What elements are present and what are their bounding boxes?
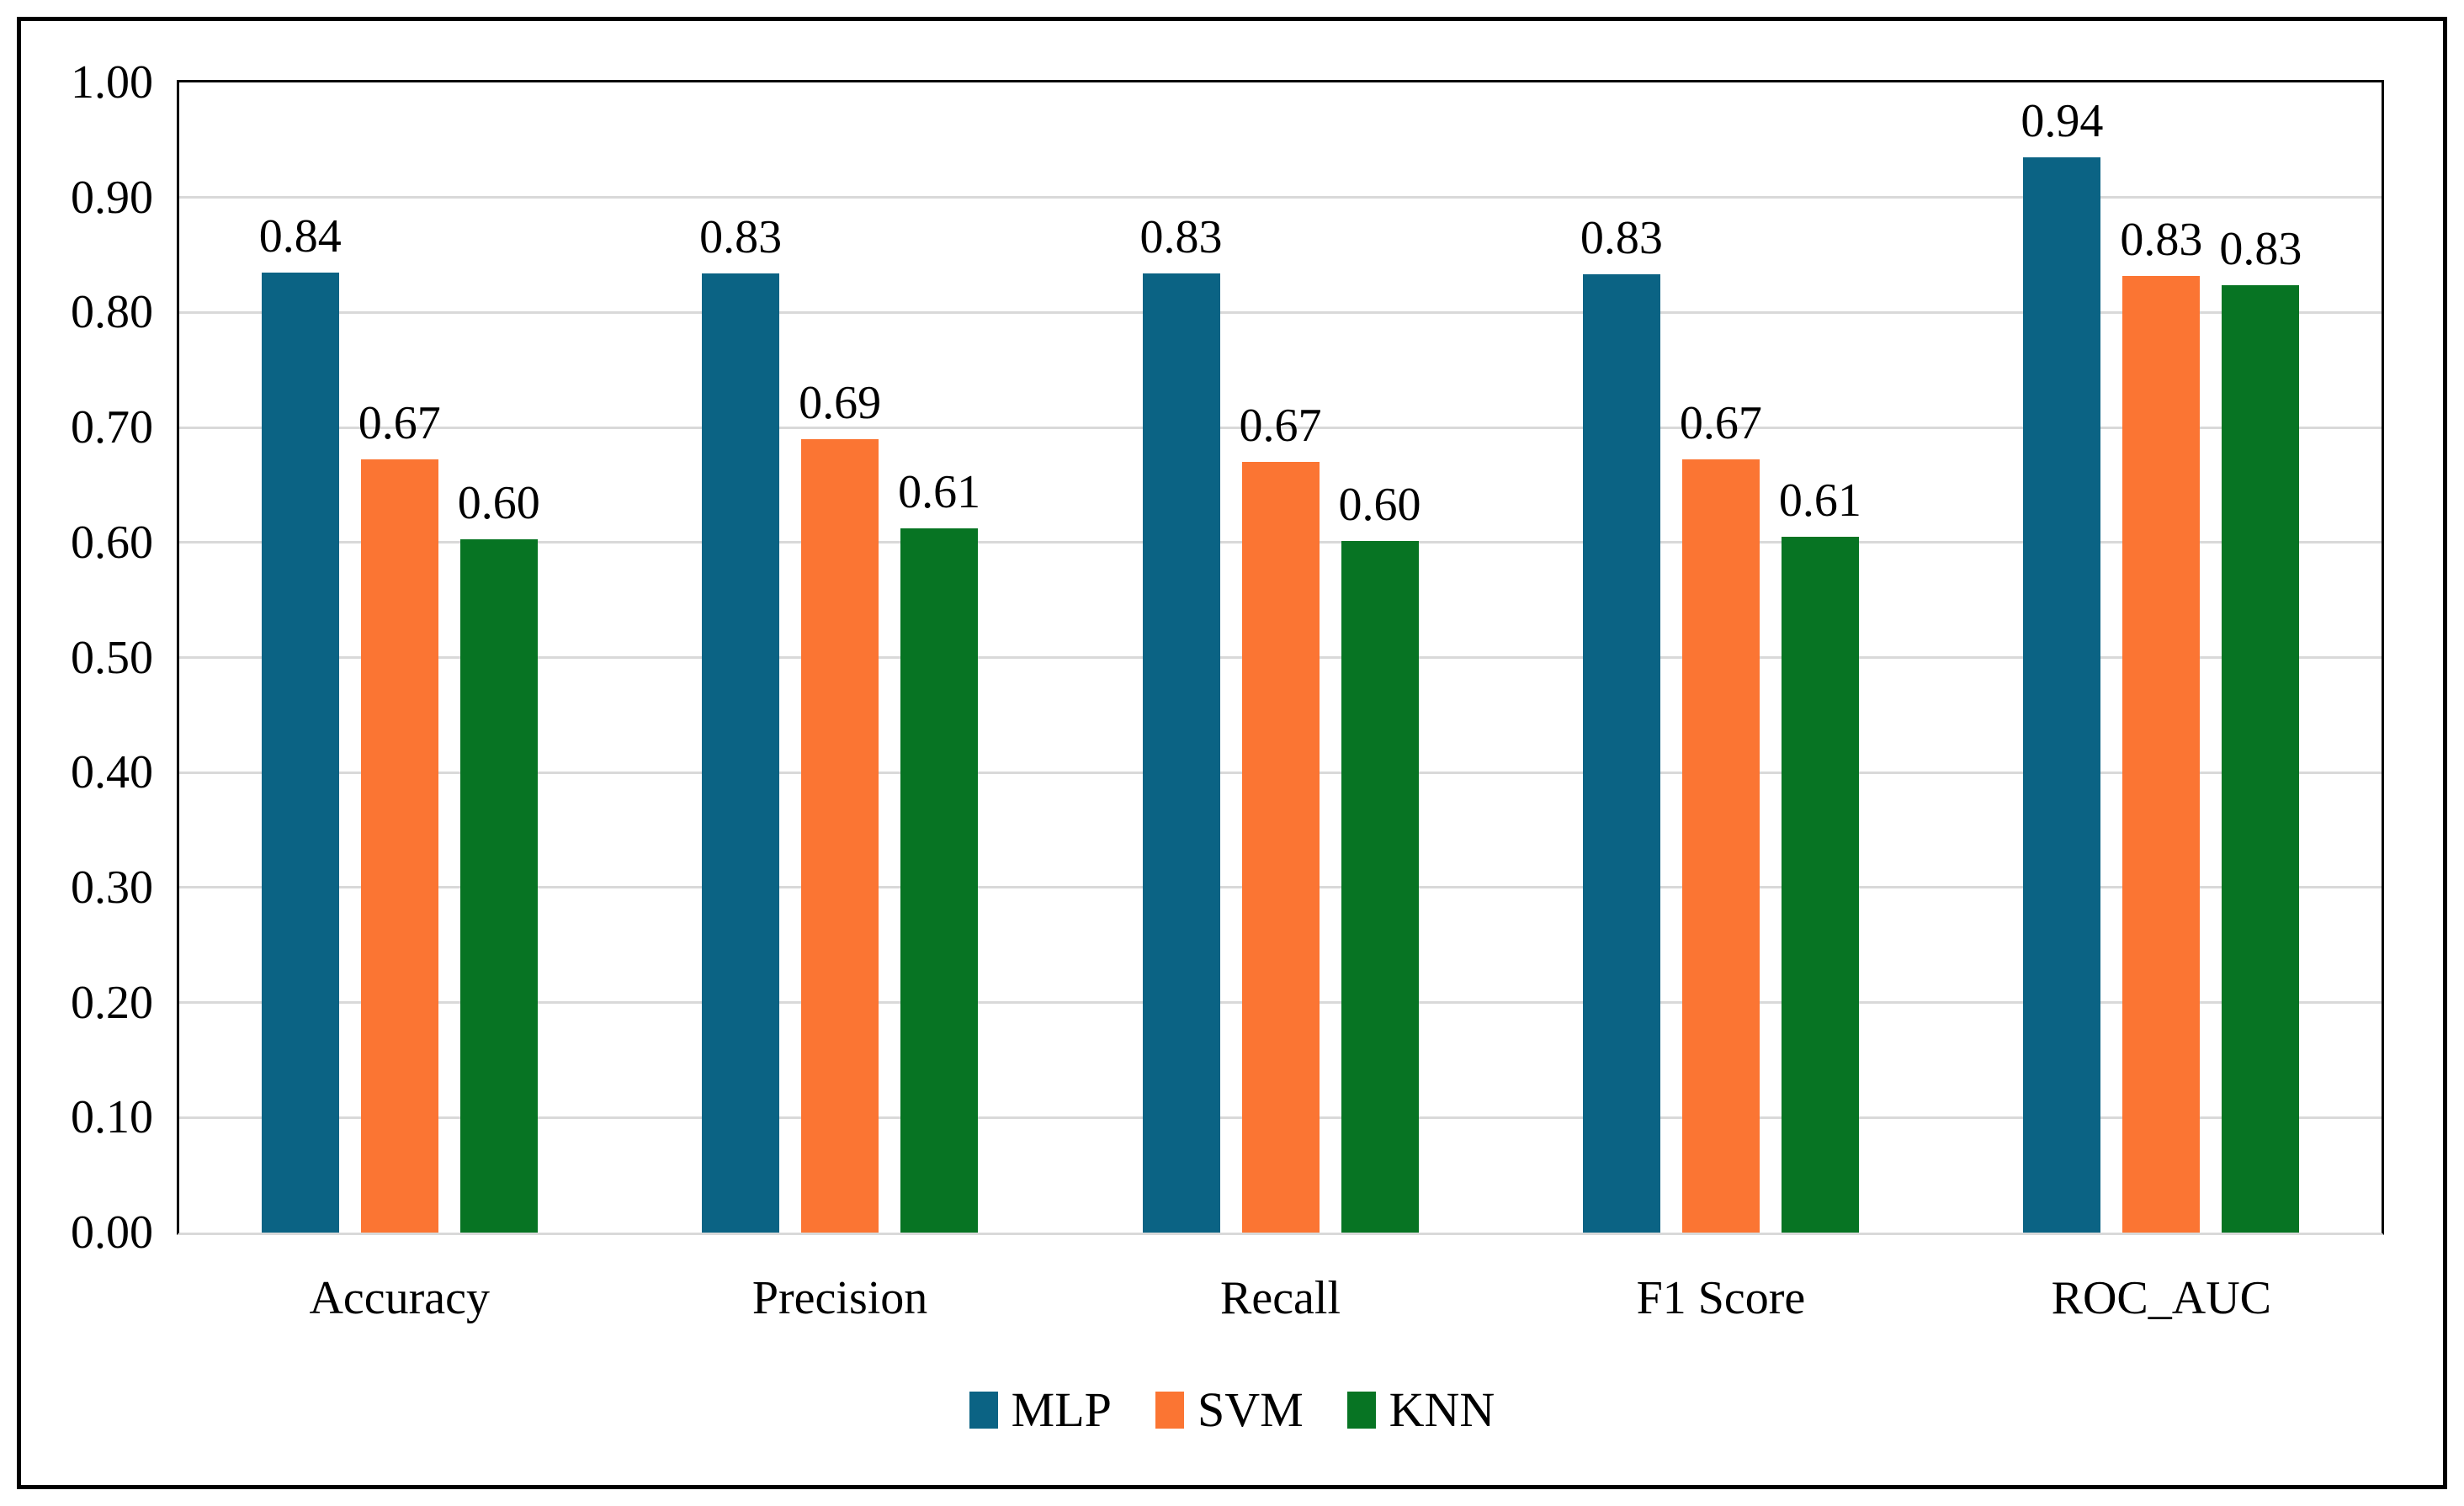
y-tick-label: 0.10 bbox=[71, 1091, 153, 1144]
y-tick-label: 1.00 bbox=[71, 56, 153, 109]
legend: MLP SVM KNN bbox=[0, 1381, 2464, 1439]
category-label-roc-auc: ROC_AUC bbox=[2051, 1272, 2272, 1324]
bar-svm-2: 0.67 bbox=[1240, 400, 1322, 1233]
category-label-precision: Precision bbox=[751, 1272, 928, 1324]
bar-group-roc-auc: 0.94 0.83 0.83 bbox=[1941, 82, 2382, 1233]
bar-knn-1: 0.61 bbox=[898, 466, 980, 1233]
y-tick-label: 0.70 bbox=[71, 401, 153, 454]
bar-rect-svm bbox=[801, 439, 879, 1233]
bar-rect-mlp bbox=[1582, 274, 1660, 1233]
bar-value-label: 0.69 bbox=[799, 377, 882, 429]
bar-knn-2: 0.60 bbox=[1339, 479, 1421, 1233]
gridline-0.80 bbox=[179, 310, 2382, 314]
bar-group-accuracy: 0.84 0.67 0.60 bbox=[179, 82, 619, 1233]
bar-knn-0: 0.60 bbox=[458, 477, 540, 1233]
bar-group-f1-score: 0.83 0.67 0.61 bbox=[1500, 82, 1941, 1233]
bar-mlp-2: 0.83 bbox=[1140, 211, 1223, 1233]
legend-item-mlp: MLP bbox=[969, 1383, 1112, 1437]
bar-rect-svm bbox=[1241, 462, 1320, 1233]
bar-value-label: 0.94 bbox=[2021, 95, 2104, 147]
bar-rect-knn bbox=[1781, 537, 1859, 1233]
bar-svm-3: 0.67 bbox=[1680, 397, 1762, 1233]
y-tick-label: 0.20 bbox=[71, 976, 153, 1029]
bar-rect-svm bbox=[360, 459, 438, 1233]
bar-knn-3: 0.61 bbox=[1779, 475, 1861, 1233]
bar-mlp-0: 0.84 bbox=[259, 210, 342, 1233]
bar-value-label: 0.67 bbox=[1239, 400, 1322, 452]
y-tick-label: 0.90 bbox=[71, 171, 153, 224]
y-tick-label: 0.80 bbox=[71, 286, 153, 339]
bar-rect-mlp bbox=[2023, 157, 2101, 1233]
legend-item-knn: KNN bbox=[1346, 1382, 1495, 1437]
legend-swatch-svm-icon bbox=[1155, 1392, 1184, 1429]
bar-value-label: 0.67 bbox=[1679, 397, 1762, 449]
legend-label-knn: KNN bbox=[1389, 1382, 1495, 1437]
bar-value-label: 0.84 bbox=[258, 210, 342, 262]
bar-mlp-1: 0.83 bbox=[699, 211, 782, 1233]
bar-rect-knn bbox=[900, 528, 979, 1233]
gridline-0.90 bbox=[179, 196, 2382, 199]
legend-label-svm: SVM bbox=[1197, 1382, 1304, 1437]
category-label-recall: Recall bbox=[1219, 1272, 1341, 1324]
y-tick-label: 0.40 bbox=[71, 746, 153, 799]
bar-value-label: 0.83 bbox=[2120, 214, 2203, 266]
y-tick-label: 0.30 bbox=[71, 861, 153, 914]
bar-rect-mlp bbox=[261, 273, 339, 1233]
bar-value-label: 0.83 bbox=[699, 211, 783, 263]
bar-svm-0: 0.67 bbox=[358, 397, 441, 1233]
bar-svm-1: 0.69 bbox=[799, 377, 881, 1233]
category-label-accuracy: Accuracy bbox=[309, 1272, 490, 1324]
bar-svm-4: 0.83 bbox=[2120, 214, 2202, 1233]
y-tick-label: 0.00 bbox=[71, 1206, 153, 1259]
bar-value-label: 0.83 bbox=[1580, 212, 1663, 264]
bar-rect-knn bbox=[2222, 285, 2300, 1233]
plot-area: 0.84 0.67 0.60 0.83 0.69 0.61 0.83 0.67 0.60 0.83… bbox=[177, 80, 2384, 1235]
bar-value-label: 0.60 bbox=[457, 477, 540, 529]
bar-group-recall: 0.83 0.67 0.60 bbox=[1060, 82, 1500, 1233]
bar-value-label: 0.67 bbox=[358, 397, 441, 449]
bar-value-label: 0.61 bbox=[898, 466, 981, 518]
bar-rect-mlp bbox=[702, 273, 780, 1233]
category-label-f1-score: F1 Score bbox=[1636, 1272, 1806, 1324]
legend-item-svm: SVM bbox=[1155, 1383, 1304, 1437]
plot-inner: 0.84 0.67 0.60 0.83 0.69 0.61 0.83 0.67 0.60 0.83… bbox=[179, 82, 2382, 1233]
bar-rect-knn bbox=[459, 539, 538, 1233]
x-axis-category-labels: Accuracy Precision Recall F1 Score ROC_AUC bbox=[179, 1235, 2382, 1361]
bar-value-label: 0.61 bbox=[1778, 475, 1861, 527]
y-tick-label: 0.60 bbox=[71, 516, 153, 569]
bar-rect-knn bbox=[1341, 541, 1419, 1233]
legend-swatch-mlp-icon bbox=[969, 1392, 998, 1429]
bar-groups: 0.84 0.67 0.60 0.83 0.69 0.61 0.83 0.67 0.60 0.83… bbox=[179, 82, 2382, 1233]
gridline-0.70 bbox=[179, 426, 2382, 429]
bar-rect-svm bbox=[1681, 459, 1760, 1233]
y-tick-label: 0.50 bbox=[71, 631, 153, 684]
bar-rect-svm bbox=[2122, 276, 2201, 1233]
y-axis-tick-labels: 0.00 0.10 0.20 0.30 0.40 0.50 0.60 0.70 0.80 0.90… bbox=[0, 57, 153, 1258]
bar-rect-mlp bbox=[1142, 273, 1220, 1233]
legend-swatch-knn-icon bbox=[1346, 1392, 1376, 1429]
bar-group-precision: 0.83 0.69 0.61 bbox=[619, 82, 1059, 1233]
bar-value-label: 0.83 bbox=[2219, 223, 2302, 275]
bar-mlp-3: 0.83 bbox=[1580, 212, 1663, 1233]
bar-value-label: 0.60 bbox=[1338, 479, 1421, 531]
bar-knn-4: 0.83 bbox=[2219, 223, 2302, 1233]
bar-mlp-4: 0.94 bbox=[2021, 95, 2103, 1233]
legend-label-mlp: MLP bbox=[1011, 1382, 1112, 1437]
bar-value-label: 0.83 bbox=[1139, 211, 1223, 263]
